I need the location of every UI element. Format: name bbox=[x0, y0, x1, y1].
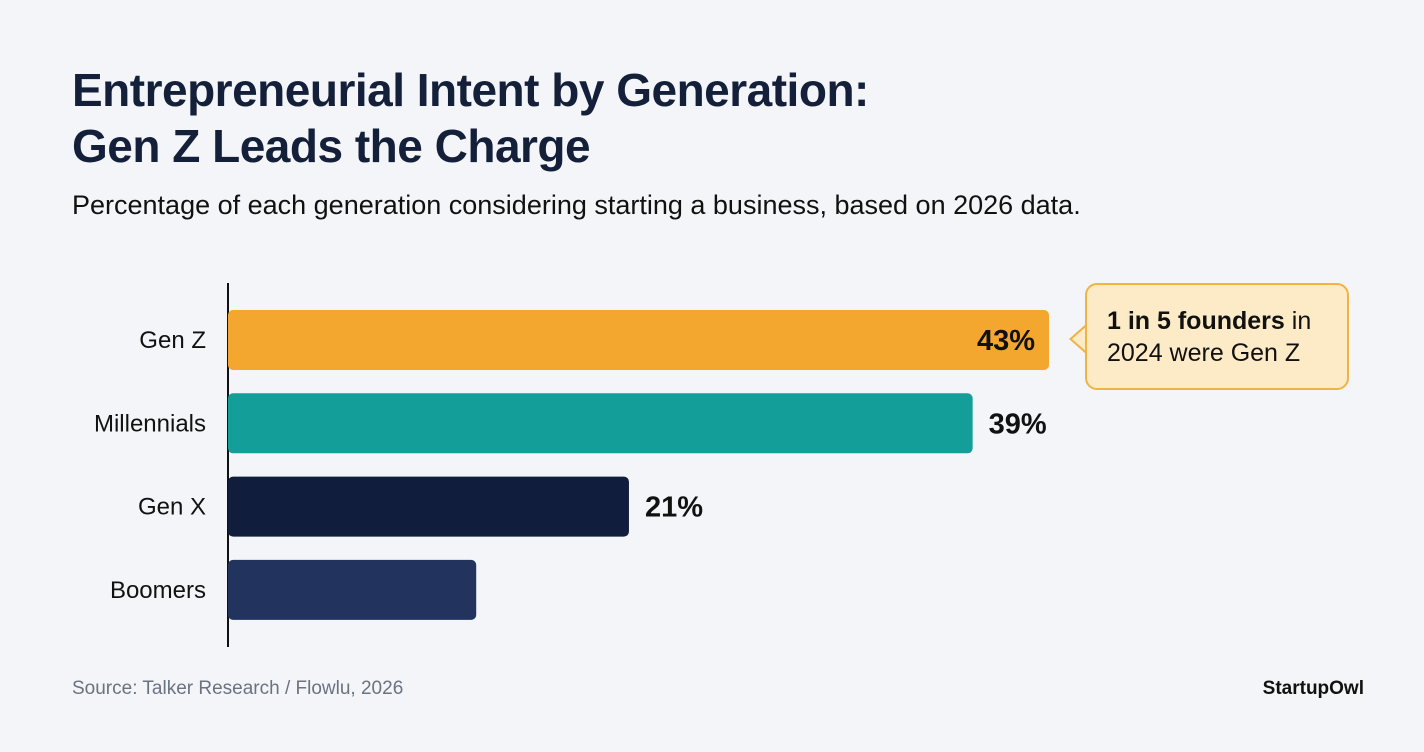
bar-gen-z bbox=[228, 310, 1049, 370]
data-label: 39% bbox=[989, 408, 1047, 440]
callout-text: in bbox=[1284, 307, 1312, 335]
source-note: Source: Talker Research / Flowlu, 2026 bbox=[72, 678, 404, 699]
annotation-callout: 1 in 5 founders in 2024 were Gen Z bbox=[1085, 283, 1349, 390]
callout-bold: 1 in 5 founders bbox=[1107, 307, 1285, 335]
data-label: 21% bbox=[645, 492, 703, 524]
title-line-1: Entrepreneurial Intent by Generation: bbox=[72, 64, 869, 116]
title-line-2: Gen Z Leads the Charge bbox=[72, 120, 591, 172]
category-label: Boomers bbox=[110, 577, 206, 604]
callout-line2: 2024 were Gen Z bbox=[1107, 339, 1301, 367]
category-label: Gen Z bbox=[139, 327, 206, 354]
chart-title: Entrepreneurial Intent by Generation: Gen… bbox=[72, 62, 869, 174]
category-label: Gen X bbox=[138, 494, 206, 521]
chart-subtitle: Percentage of each generation considerin… bbox=[72, 190, 1081, 220]
bar-boomers bbox=[228, 559, 477, 620]
bar-millennials bbox=[228, 393, 973, 454]
bar-gen-x bbox=[228, 476, 629, 537]
callout-tail-fill bbox=[1072, 326, 1087, 352]
category-label: Millennials bbox=[94, 410, 206, 437]
brand-logo: StartupOwl bbox=[1262, 678, 1364, 699]
data-label: 43% bbox=[977, 325, 1035, 357]
